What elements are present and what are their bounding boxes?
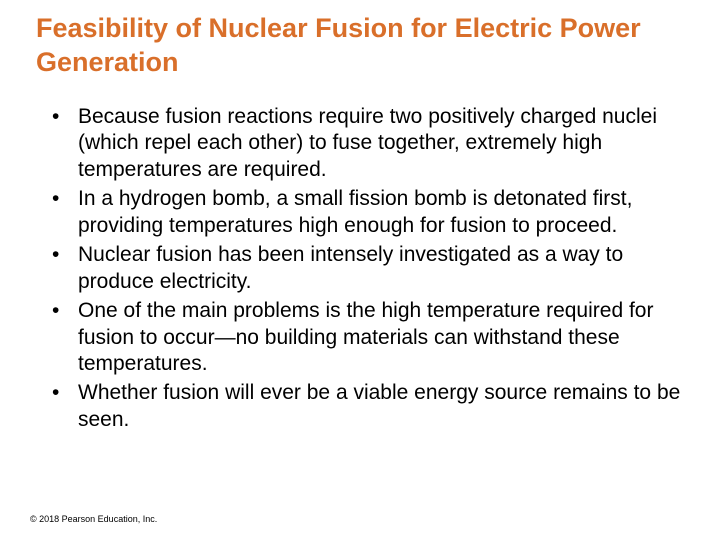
bullet-item: Because fusion reactions require two pos… <box>50 104 690 185</box>
bullet-item: In a hydrogen bomb, a small fission bomb… <box>50 186 690 240</box>
bullet-item: Whether fusion will ever be a viable ene… <box>50 380 690 434</box>
copyright-text: © 2018 Pearson Education, Inc. <box>30 514 157 524</box>
bullet-list: Because fusion reactions require two pos… <box>30 104 690 435</box>
bullet-item: Nuclear fusion has been intensely invest… <box>50 242 690 296</box>
bullet-item: One of the main problems is the high tem… <box>50 298 690 379</box>
slide-title: Feasibility of Nuclear Fusion for Electr… <box>30 12 690 80</box>
